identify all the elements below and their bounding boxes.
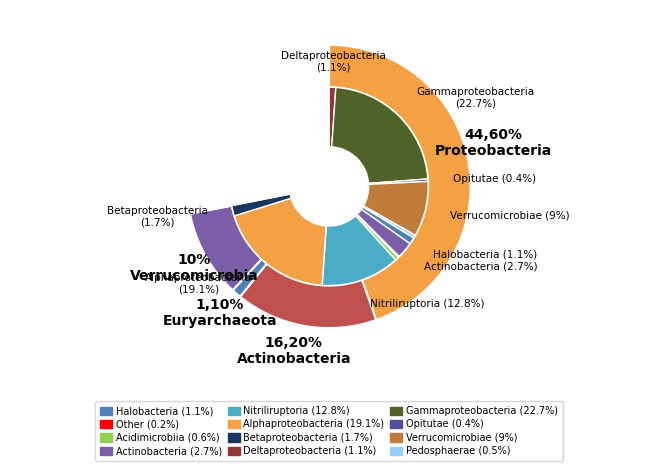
Wedge shape	[329, 45, 470, 320]
Text: Actinobacteria (2.7%): Actinobacteria (2.7%)	[424, 262, 538, 272]
Wedge shape	[234, 198, 326, 285]
Wedge shape	[240, 264, 376, 328]
Text: 16,20%
Actinobacteria: 16,20% Actinobacteria	[236, 336, 351, 366]
Text: Opitutae (0.4%): Opitutae (0.4%)	[453, 173, 536, 184]
Text: Nitriliruptoria (12.8%): Nitriliruptoria (12.8%)	[370, 299, 484, 309]
Wedge shape	[329, 87, 336, 147]
Wedge shape	[232, 194, 291, 216]
Wedge shape	[357, 209, 410, 256]
Wedge shape	[355, 215, 398, 260]
Text: Alphaproteobacteria
(19.1%): Alphaproteobacteria (19.1%)	[145, 274, 251, 295]
Text: Gammaproteobacteria
(22.7%): Gammaproteobacteria (22.7%)	[417, 87, 535, 109]
Text: Betaproteobacteria
(1.7%): Betaproteobacteria (1.7%)	[107, 206, 208, 228]
Wedge shape	[357, 214, 399, 257]
Wedge shape	[230, 87, 329, 206]
Wedge shape	[363, 206, 415, 238]
Text: Halobacteria (1.1%): Halobacteria (1.1%)	[433, 250, 538, 260]
Wedge shape	[190, 206, 262, 290]
Text: Verrucomicrobiae (9%): Verrucomicrobiae (9%)	[450, 210, 570, 220]
Wedge shape	[361, 207, 414, 244]
Text: 1,10%
Euryarchaeota: 1,10% Euryarchaeota	[163, 298, 277, 328]
Text: 10%
Verrucomicrobia: 10% Verrucomicrobia	[130, 253, 259, 283]
Wedge shape	[332, 88, 428, 184]
Wedge shape	[363, 181, 428, 235]
Text: 44,60%
Proteobacteria: 44,60% Proteobacteria	[435, 128, 552, 158]
Wedge shape	[368, 179, 428, 185]
Legend: Halobacteria (1.1%), Other (0.2%), Acidimicrobiia (0.6%), Actinobacteria (2.7%),: Halobacteria (1.1%), Other (0.2%), Acidi…	[95, 401, 563, 461]
Text: Deltaproteobacteria
(1.1%): Deltaproteobacteria (1.1%)	[281, 51, 386, 73]
Wedge shape	[233, 259, 266, 297]
Wedge shape	[188, 45, 329, 214]
Wedge shape	[322, 216, 395, 286]
